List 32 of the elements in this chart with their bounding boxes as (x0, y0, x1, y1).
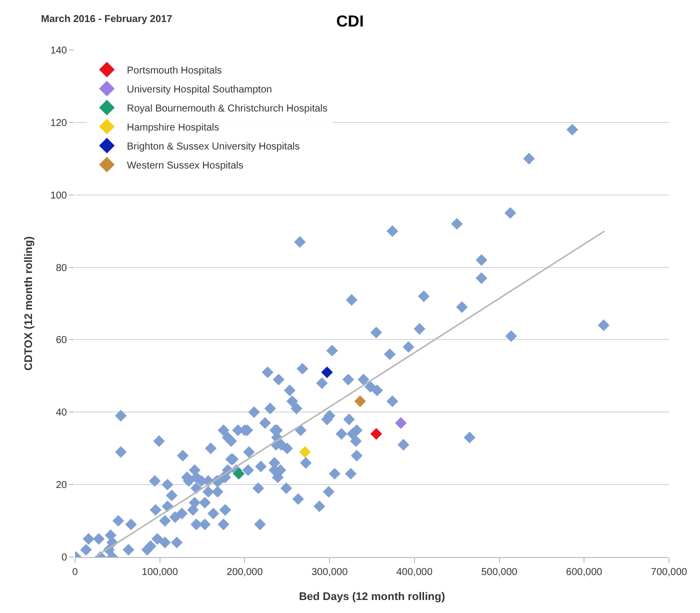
x-tick-label: 500,000 (481, 567, 518, 578)
chart-subtitle: March 2016 - February 2017 (41, 14, 173, 25)
point (232, 468, 245, 480)
x-tick-label: 0 (72, 567, 78, 578)
x-axis-title: Bed Days (12 month rolling) (298, 591, 446, 604)
legend-label: Western Sussex Hospitals (126, 160, 244, 172)
x-tick-label: 600,000 (566, 567, 603, 578)
y-tick-label: 0 (61, 552, 68, 564)
legend-label: Hampshire Hospitals (126, 122, 220, 134)
legend-label: Brighton & Sussex University Hospitals (126, 141, 300, 152)
y-tick-label: 60 (56, 335, 68, 346)
x-tick-label: 300,000 (311, 567, 348, 578)
point (370, 428, 382, 440)
x-tick-label: 700,000 (650, 567, 688, 578)
x-tick-label: 200,000 (226, 567, 264, 578)
y-tick-label: 40 (56, 408, 68, 419)
point (299, 446, 311, 458)
x-tick-label: 400,000 (396, 567, 433, 578)
legend-label: University Hospital Southampton (126, 84, 272, 96)
legend-label: Portsmouth Hospitals (126, 65, 222, 76)
point (354, 395, 366, 408)
y-tick-label: 120 (50, 118, 68, 129)
y-tick-label: 20 (56, 480, 68, 492)
point (395, 417, 407, 429)
x-tick-label: 100,000 (142, 567, 178, 578)
y-axis-title: CDTOX (12 month rolling) (22, 236, 35, 371)
y-tick-label: 100 (50, 190, 68, 202)
point (321, 366, 333, 378)
y-tick-label: 140 (50, 46, 68, 56)
chart-title: CDI (336, 14, 364, 31)
y-tick-label: 80 (56, 262, 68, 274)
legend-label: Royal Bournemouth & Christchurch Hospitals (126, 103, 328, 114)
